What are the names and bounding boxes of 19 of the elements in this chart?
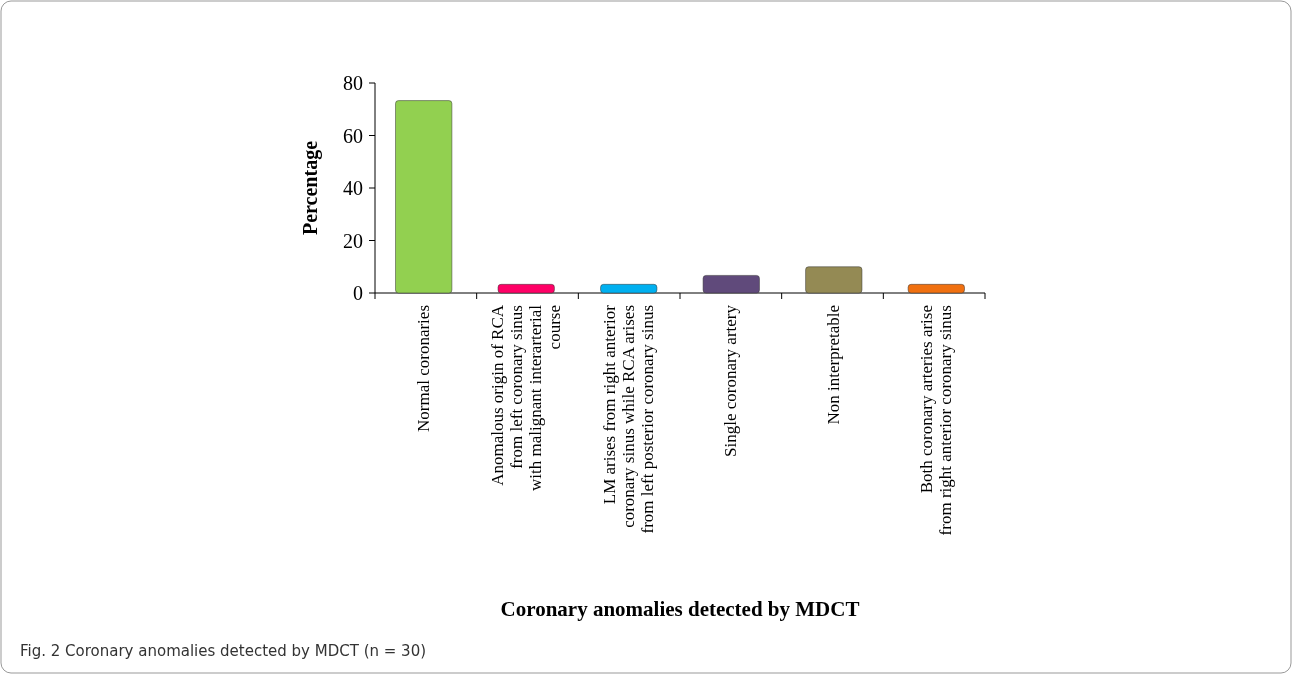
- y-tick-label: 0: [353, 282, 363, 304]
- x-axis-title: Coronary anomalies detected by MDCT: [500, 597, 860, 621]
- bar: [907, 284, 965, 294]
- x-tick-label: Single coronary artery: [721, 304, 741, 457]
- y-axis-title: Percentage: [299, 140, 322, 236]
- y-tick-label: 80: [343, 72, 363, 94]
- x-tick-label: Non interpretable: [823, 305, 843, 425]
- y-tick-label: 40: [343, 177, 363, 199]
- x-tick-label: Both coronary arteries arise from right anterior coronary sinus: [916, 305, 955, 536]
- x-tick-label: Normal coronaries: [413, 305, 433, 432]
- bar: [497, 284, 555, 294]
- y-tick-label: 20: [343, 229, 363, 252]
- caption: Fig. 2 Coronary anomalies detected by MDCT (n = 30): [20, 642, 427, 660]
- bar: [702, 275, 760, 294]
- bar: [600, 284, 658, 294]
- bar: [805, 266, 863, 294]
- bar: [395, 100, 453, 294]
- y-tick-label: 60: [343, 124, 363, 147]
- x-tick-label: Anomalous origin of RCA from left coronary sinus with malignant interarterial course: [487, 304, 564, 491]
